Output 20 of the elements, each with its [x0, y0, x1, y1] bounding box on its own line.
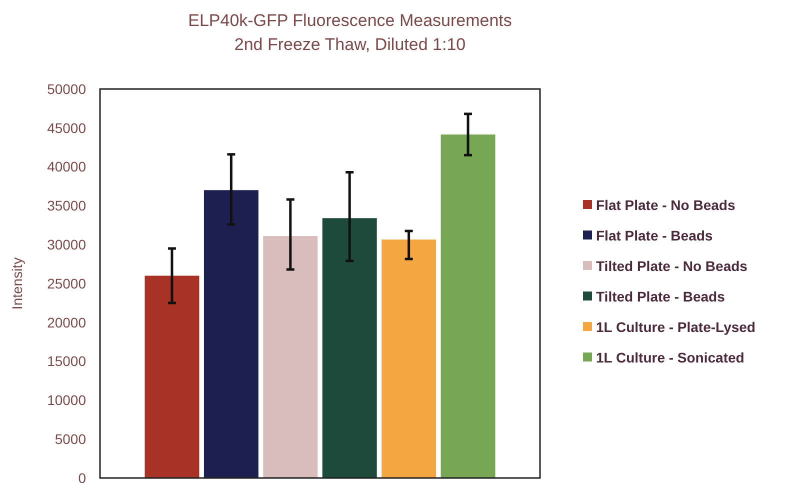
y-axis-title: Intensity	[9, 257, 25, 310]
legend-label: 1L Culture - Plate-Lysed	[596, 318, 756, 335]
y-tick-label: 5000	[54, 431, 86, 447]
y-tick-label: 45000	[47, 120, 86, 136]
chart-title: ELP40k-GFP Fluorescence Measurements	[188, 11, 512, 30]
legend-label: Tilted Plate - No Beads	[596, 258, 748, 274]
legend-label: Flat Plate - Beads	[596, 227, 713, 244]
y-tick-label: 50000	[47, 80, 86, 97]
y-tick-label: 15000	[47, 353, 86, 370]
y-tick-label: 40000	[47, 158, 86, 175]
y-tick-label: 30000	[47, 236, 86, 252]
y-tick-label: 10000	[47, 392, 86, 408]
legend-label: 1L Culture - Sonicated	[596, 349, 744, 366]
legend-label: Tilted Plate - Beads	[596, 288, 726, 304]
chart-subtitle: 2nd Freeze Thaw, Diluted 1:10	[234, 35, 466, 54]
y-tick-label: 25000	[47, 275, 86, 292]
y-tick-label: 0	[78, 470, 86, 483]
legend-label: Flat Plate - No Beads	[596, 196, 736, 213]
y-tick-label: 35000	[47, 198, 86, 214]
y-tick-label: 20000	[47, 314, 86, 330]
